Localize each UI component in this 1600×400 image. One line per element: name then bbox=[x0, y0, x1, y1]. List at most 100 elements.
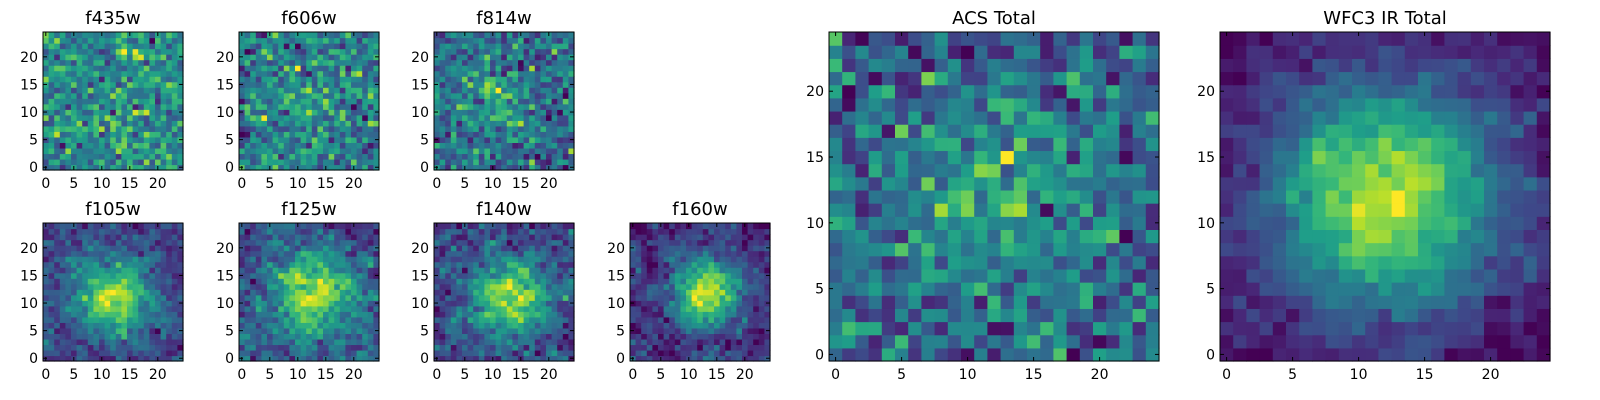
heatmap-cell bbox=[529, 76, 536, 83]
heatmap-cell bbox=[1106, 255, 1120, 270]
heatmap-cell bbox=[921, 150, 936, 165]
heatmap-cell bbox=[76, 245, 83, 252]
heatmap-cell bbox=[121, 294, 128, 301]
heatmap-cell bbox=[1040, 189, 1054, 204]
heatmap-cell bbox=[495, 223, 502, 230]
heatmap-cell bbox=[478, 327, 485, 334]
heatmap-cell bbox=[306, 59, 313, 66]
heatmap-cell bbox=[255, 228, 262, 235]
heatmap-cell bbox=[87, 59, 94, 66]
heatmap-cell bbox=[177, 98, 184, 105]
heatmap-cell bbox=[546, 120, 553, 127]
heatmap-cell bbox=[434, 147, 441, 155]
heatmap-cell bbox=[99, 120, 106, 127]
heatmap-cell bbox=[658, 278, 665, 285]
heatmap-cell bbox=[351, 131, 358, 138]
heatmap-cell bbox=[283, 158, 290, 166]
heatmap-cell bbox=[490, 283, 497, 290]
heatmap-cell bbox=[323, 114, 330, 121]
heatmap-cell bbox=[868, 255, 883, 270]
heatmap-cell bbox=[48, 294, 55, 301]
heatmap-cell bbox=[317, 131, 324, 138]
heatmap-cell bbox=[48, 267, 55, 274]
heatmap-cell bbox=[143, 305, 150, 312]
heatmap-cell bbox=[155, 316, 162, 323]
heatmap-cell bbox=[467, 234, 474, 241]
heatmap-cell bbox=[1066, 163, 1081, 178]
heatmap-cell bbox=[149, 333, 156, 340]
heatmap-cell bbox=[166, 250, 173, 257]
heatmap-cell bbox=[462, 283, 469, 290]
heatmap-cell bbox=[373, 153, 380, 160]
heatmap-cell bbox=[132, 136, 139, 143]
heatmap-cell bbox=[367, 256, 374, 263]
heatmap-cell bbox=[367, 283, 374, 290]
heatmap-cell bbox=[76, 322, 83, 329]
heatmap-cell bbox=[99, 87, 106, 94]
heatmap-cell bbox=[445, 311, 452, 318]
heatmap-cell bbox=[686, 234, 693, 241]
heatmap-cell bbox=[829, 229, 843, 244]
heatmap-cell bbox=[506, 256, 513, 263]
y-tick-label: 15 bbox=[216, 77, 234, 93]
heatmap-cell bbox=[138, 283, 145, 290]
heatmap-cell bbox=[450, 109, 457, 116]
heatmap-cell bbox=[250, 48, 257, 55]
heatmap-cell bbox=[328, 65, 335, 72]
heatmap-cell bbox=[562, 256, 569, 263]
heatmap-cell bbox=[1053, 282, 1068, 296]
heatmap-cell bbox=[456, 164, 463, 171]
heatmap-cell bbox=[317, 164, 324, 171]
heatmap-cell bbox=[99, 54, 106, 61]
heatmap-cell bbox=[523, 223, 530, 230]
heatmap-cell bbox=[473, 37, 480, 44]
heatmap-cell bbox=[450, 142, 457, 149]
heatmap-cell bbox=[283, 59, 290, 66]
heatmap-cell bbox=[908, 268, 922, 283]
heatmap-cell bbox=[143, 59, 150, 66]
heatmap-cell bbox=[93, 316, 100, 323]
heatmap-cell bbox=[104, 256, 111, 263]
heatmap-cell bbox=[456, 43, 463, 50]
heatmap-cell bbox=[974, 268, 988, 283]
heatmap-cell bbox=[99, 333, 106, 340]
heatmap-cell bbox=[697, 223, 704, 230]
heatmap-cell bbox=[99, 103, 106, 110]
heatmap-cell bbox=[300, 65, 307, 72]
heatmap-cell bbox=[947, 268, 962, 283]
heatmap-cell bbox=[71, 37, 78, 44]
heatmap-cell bbox=[345, 355, 352, 362]
y-tick-label: 5 bbox=[225, 133, 234, 149]
heatmap-cell bbox=[529, 283, 536, 290]
heatmap-cell bbox=[110, 250, 117, 257]
heatmap-cell bbox=[663, 305, 670, 312]
heatmap-cell bbox=[1093, 295, 1107, 309]
heatmap-cell bbox=[529, 261, 536, 268]
heatmap-cell bbox=[895, 347, 909, 362]
heatmap-cell bbox=[283, 322, 290, 329]
heatmap-cell bbox=[518, 92, 525, 99]
heatmap-cell bbox=[467, 32, 474, 39]
heatmap-cell bbox=[730, 305, 737, 312]
plot-frame bbox=[238, 31, 380, 171]
heatmap-cell bbox=[149, 114, 156, 121]
heatmap-cell bbox=[76, 142, 83, 149]
heatmap-cell bbox=[445, 109, 452, 116]
heatmap-cell bbox=[669, 256, 676, 263]
heatmap-cell bbox=[557, 223, 564, 230]
heatmap-cell bbox=[961, 242, 975, 257]
heatmap-cell bbox=[501, 48, 508, 55]
heatmap-cell bbox=[43, 338, 50, 346]
heatmap-cell bbox=[255, 272, 262, 279]
heatmap-cell bbox=[747, 228, 754, 235]
heatmap-cell bbox=[166, 256, 173, 263]
heatmap-cell bbox=[121, 283, 128, 290]
heatmap-cell bbox=[719, 272, 726, 279]
heatmap-cell bbox=[478, 289, 485, 296]
heatmap-cell bbox=[829, 242, 843, 257]
heatmap-cell bbox=[523, 256, 530, 263]
heatmap-cell bbox=[697, 355, 704, 362]
heatmap-cell bbox=[261, 103, 268, 110]
heatmap-cell bbox=[283, 300, 290, 307]
heatmap-cell bbox=[283, 120, 290, 127]
